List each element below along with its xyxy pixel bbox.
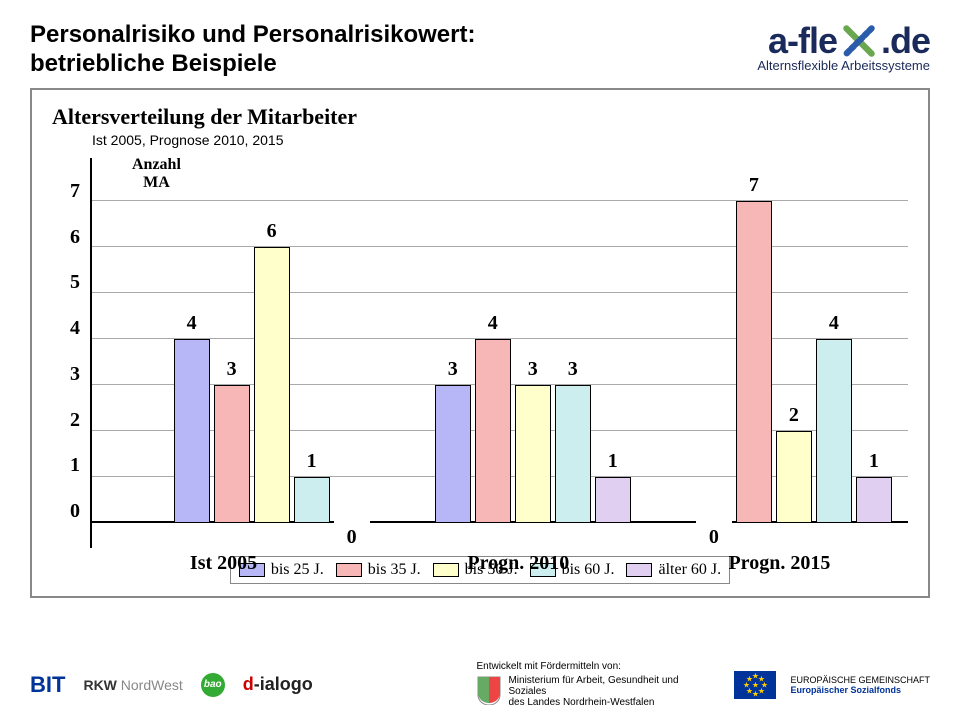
bar-value: 0 — [334, 526, 370, 549]
bar-value: 3 — [556, 358, 590, 381]
chart-title: Altersverteilung der Mitarbeiter — [52, 104, 908, 130]
bar: 1 — [294, 477, 330, 523]
bar: 2 — [776, 431, 812, 523]
bar: 0 — [696, 521, 732, 523]
legend-item: bis 35 J. — [336, 561, 421, 579]
legend-label: bis 25 J. — [271, 561, 324, 579]
eu-line2: Europäischer Sozialfonds — [790, 685, 930, 695]
legend-swatch — [626, 563, 652, 577]
dev-label: Entwickelt mit Fördermitteln von: — [476, 661, 716, 672]
chart-panel: Altersverteilung der Mitarbeiter Ist 200… — [30, 88, 930, 598]
bar-group: 34331 — [435, 339, 631, 523]
ministry-line1: Ministerium für Arbeit, Gesundheit und S… — [508, 675, 716, 697]
y-axis-title: AnzahlMA — [132, 156, 181, 191]
bar-value: 4 — [817, 312, 851, 335]
brand-subtitle: Alternsflexible Arbeitssysteme — [757, 58, 930, 73]
brand-logo: a-fle .de Alternsflexible Arbeitssysteme — [757, 20, 930, 73]
bar: 3 — [555, 385, 591, 523]
bar: 7 — [736, 201, 772, 523]
x-label: Progn. 2015 — [728, 552, 830, 575]
rkw-logo: RKW NordWest — [83, 677, 182, 693]
chart-subtitle: Ist 2005, Prognose 2010, 2015 — [92, 132, 908, 148]
bar-value: 6 — [255, 220, 289, 243]
chart-area: 76543210 AnzahlMA Ist 2005Progn. 2010Pro… — [52, 158, 908, 548]
bar-value: 2 — [777, 404, 811, 427]
eu-flag-icon — [734, 671, 776, 699]
bar-value: 0 — [696, 526, 732, 549]
y-tick: 7 — [52, 180, 80, 203]
bit-logo: BIT — [30, 672, 65, 698]
eu-line1: EUROPÄISCHE GEMEINSCHAFT — [790, 675, 930, 685]
bar-value: 3 — [436, 358, 470, 381]
page-title-line2: betriebliche Beispiele — [30, 50, 475, 78]
brand-left: a-fle — [768, 20, 837, 62]
y-tick: 0 — [52, 500, 80, 523]
bar: 3 — [214, 385, 250, 523]
bar-value: 4 — [476, 312, 510, 335]
eu-block: EUROPÄISCHE GEMEINSCHAFT Europäischer So… — [734, 671, 930, 699]
bar-group: 07241 — [696, 201, 892, 523]
bar-value: 3 — [516, 358, 550, 381]
legend-label: bis 35 J. — [368, 561, 421, 579]
bar-value: 3 — [215, 358, 249, 381]
bar: 3 — [435, 385, 471, 523]
bar: 4 — [174, 339, 210, 523]
dialogo-logo: d-ialogo — [243, 674, 313, 695]
bar: 6 — [254, 247, 290, 523]
legend-label: älter 60 J. — [658, 561, 721, 579]
ministry-block: Entwickelt mit Fördermitteln von: Minist… — [476, 661, 716, 708]
legend-item: älter 60 J. — [626, 561, 721, 579]
brand-x-icon — [841, 23, 877, 59]
footer: BIT RKW NordWest bao d-ialogo Entwickelt… — [0, 651, 960, 720]
bar: 4 — [475, 339, 511, 523]
y-tick: 1 — [52, 454, 80, 477]
y-tick: 5 — [52, 271, 80, 294]
y-tick: 2 — [52, 409, 80, 432]
x-label: Ist 2005 — [190, 552, 257, 575]
x-label: Progn. 2010 — [467, 552, 569, 575]
legend-label: bis 60 J. — [562, 561, 615, 579]
y-axis: 7 6 5 4 3 2 1 0 — [52, 158, 80, 523]
y-tick: 4 — [52, 317, 80, 340]
plot-area: AnzahlMA Ist 2005Progn. 2010Progn. 2015 … — [90, 158, 908, 548]
ministry-line2: des Landes Nordrhein-Westfalen — [508, 697, 716, 708]
nrw-coat-icon — [476, 675, 502, 705]
brand-right: .de — [881, 20, 930, 62]
bar-value: 1 — [596, 450, 630, 473]
bar: 1 — [856, 477, 892, 523]
page-title-line1: Personalrisiko und Personalrisikowert: — [30, 20, 475, 50]
bar-value: 1 — [857, 450, 891, 473]
bar-value: 7 — [737, 174, 771, 197]
bar: 1 — [595, 477, 631, 523]
bar-value: 1 — [295, 450, 329, 473]
legend-swatch — [433, 563, 459, 577]
legend-swatch — [336, 563, 362, 577]
bao-logo: bao — [201, 673, 225, 697]
bar-group: 43610 — [174, 247, 370, 523]
bar: 4 — [816, 339, 852, 523]
bar: 0 — [334, 521, 370, 523]
bar: 3 — [515, 385, 551, 523]
y-tick: 3 — [52, 363, 80, 386]
y-tick: 6 — [52, 226, 80, 249]
bar-value: 4 — [175, 312, 209, 335]
